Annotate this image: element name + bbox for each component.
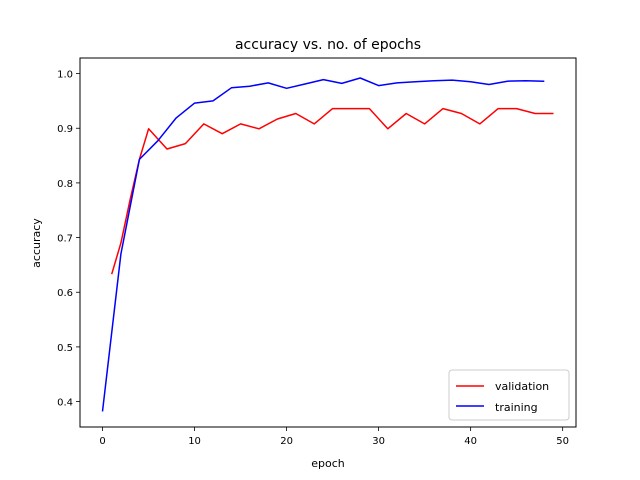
- x-tick-label: 40: [464, 436, 477, 447]
- series-lines: [101, 77, 554, 412]
- x-tick-label: 20: [280, 436, 293, 447]
- y-axis-label: accuracy: [30, 218, 43, 268]
- legend: validation training: [448, 369, 570, 421]
- x-axis-label: epoch: [311, 457, 345, 470]
- plot-frame: [79, 57, 577, 428]
- y-tick-label: 0.9: [57, 124, 73, 135]
- chart-title: accuracy vs. no. of epochs: [235, 37, 421, 53]
- y-tick-label: 0.6: [57, 288, 73, 299]
- x-tick-label: 50: [556, 436, 569, 447]
- x-tick-label: 30: [372, 436, 385, 447]
- x-axis-ticks: 0 10 20 30 40 50: [99, 427, 569, 447]
- x-tick-label: 0: [99, 436, 105, 447]
- y-tick-label: 1.0: [57, 70, 73, 81]
- y-tick-label: 0.7: [57, 234, 73, 245]
- legend-box: [448, 369, 570, 421]
- legend-label-training: training: [495, 401, 538, 414]
- y-axis-ticks: 0.4 0.5 0.6 0.7 0.8 0.9 1.0: [57, 70, 80, 409]
- y-tick-label: 0.5: [57, 343, 73, 354]
- series-line-validation: [110, 107, 554, 275]
- legend-label-validation: validation: [495, 380, 549, 393]
- series-line-training: [101, 77, 545, 412]
- plot-area: 0 10 20 30 40 50 0.4 0.5 0.6 0.7 0.8 0.9 1.0: [57, 57, 577, 447]
- y-tick-label: 0.8: [57, 179, 73, 190]
- x-tick-label: 10: [188, 436, 201, 447]
- y-tick-label: 0.4: [57, 398, 73, 409]
